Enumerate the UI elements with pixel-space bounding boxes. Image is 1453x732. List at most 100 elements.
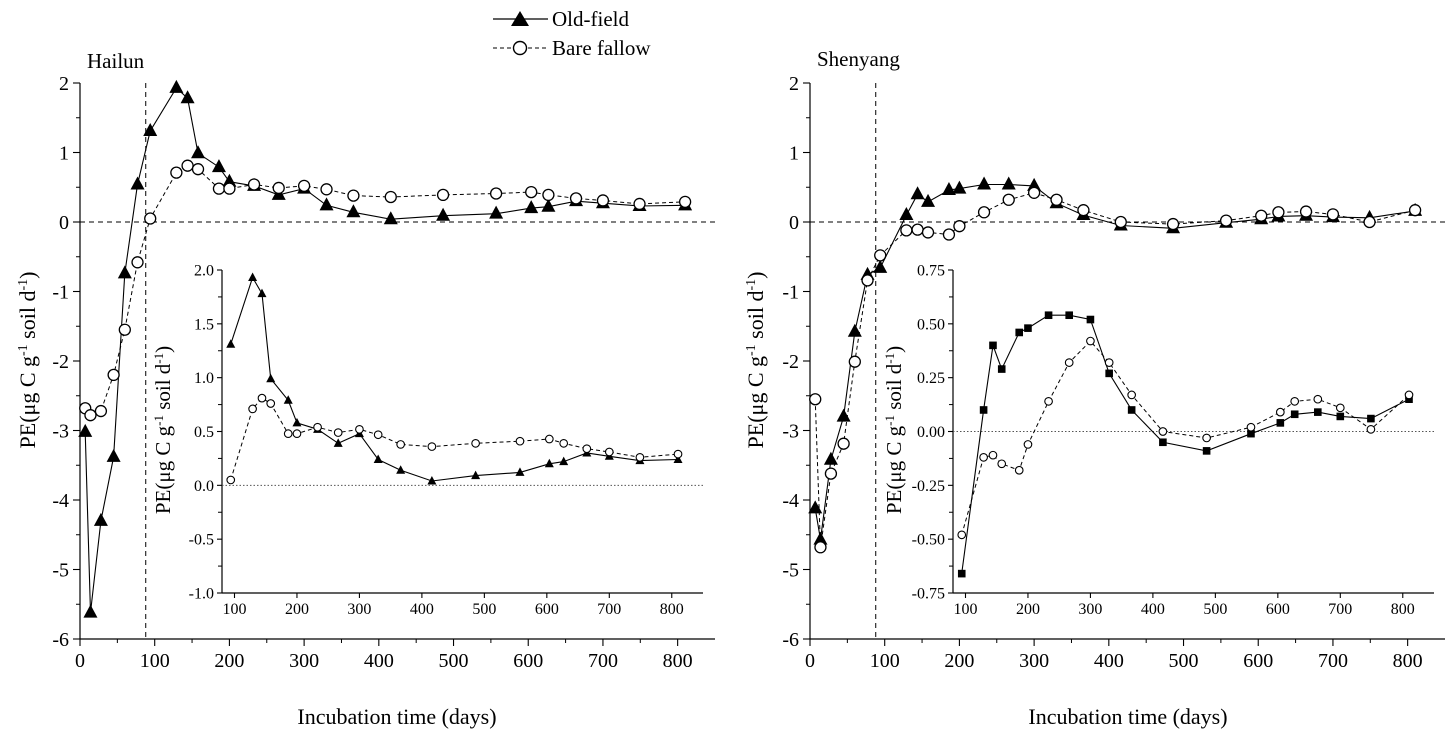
shenyang-point-bare-fallow (1166, 217, 1180, 231)
hailun-point-old-field (130, 176, 145, 190)
shenyang-point-old-field (823, 451, 838, 465)
shenyang-point-bare-fallow (1219, 214, 1233, 227)
inset-hailun-y-tick-label: 2.0 (194, 263, 214, 280)
inset-shenyang-x-tick-label: 300 (1078, 601, 1102, 618)
inset-hailun-point-bare-fallow (266, 399, 276, 408)
legend-entry-bare-fallow: Bare fallow (493, 36, 651, 60)
inset-shenyang: 100 200 300 400 500 600 700 800 -0.75 -0.50 -0.25 0… (908, 260, 1439, 618)
legend-entry-old-field: Old-field (493, 7, 629, 31)
hailun-point-bare-fallow (489, 187, 503, 200)
inset-shenyang-point-old-field (1024, 324, 1032, 332)
hailun-point-bare-fallow (191, 163, 205, 176)
inset-hailun-x-tick-label: 800 (660, 601, 684, 618)
hailun-point-bare-fallow (272, 181, 285, 195)
inset-hailun-point-bare-fallow (427, 442, 437, 451)
inset-shenyang-point-bare-fallow (1127, 390, 1137, 400)
panel-title-hailun: Hailun (87, 49, 145, 73)
shenyang-point-bare-fallow (942, 228, 956, 241)
inset-hailun-point-old-field (559, 456, 569, 466)
shenyang-point-bare-fallow (1077, 204, 1090, 217)
inset-shenyang-x-tick-label: 700 (1328, 601, 1352, 618)
inset-shenyang-y-tick-label: 0.25 (917, 370, 945, 387)
shenyang-point-old-field (847, 323, 862, 337)
inset-hailun-x-tick-label: 500 (472, 601, 496, 618)
inset-shenyang-point-old-field (957, 569, 966, 578)
shenyang-point-bare-fallow (1002, 193, 1015, 206)
inset-shenyang-point-old-field (1202, 447, 1211, 455)
inset-hailun-y-tick-label: 1.0 (194, 370, 214, 387)
inset-shenyang-point-bare-fallow (1158, 427, 1168, 436)
hailun-point-old-field (211, 159, 226, 173)
plot-shenyang: 0 100 200 300 400 500 600 700 800 -6 -5 -4 -3 -2 -1 0 1 2 (782, 73, 1445, 672)
shenyang-point-bare-fallow (921, 226, 935, 239)
hailun-point-old-field (83, 604, 98, 618)
shenyang-point-bare-fallow (1050, 193, 1063, 206)
inset-shenyang-point-bare-fallow (1404, 390, 1414, 400)
inset-hailun-point-old-field (257, 288, 267, 298)
inset-shenyang-y-tick-label: 0.50 (917, 316, 945, 333)
shenyang-point-bare-fallow (1299, 205, 1313, 218)
hailun-point-bare-fallow (678, 195, 692, 208)
shenyang-point-bare-fallow (809, 393, 822, 406)
shenyang-y-tick-label: -6 (782, 629, 799, 651)
hailun-x-tick-label: 500 (439, 650, 469, 672)
inset-shenyang-point-old-field (1086, 315, 1095, 324)
shenyang-y-tick-label: 0 (789, 212, 799, 234)
inset-y-axis-label-shenyang: PE(μg C g-1 soil d-1) (882, 346, 906, 514)
inset-y-axis-label-hailun: PE(μg C g-1 soil d-1) (151, 346, 175, 514)
shenyang-point-old-field (813, 531, 828, 545)
inset-shenyang-point-old-field (1127, 406, 1136, 414)
y-axis-label-shenyang: PE(μg C g-1 soil d-1) (743, 272, 768, 449)
shenyang-point-old-field (873, 259, 888, 273)
hailun-point-bare-fallow (569, 192, 583, 205)
hailun-point-bare-fallow (320, 183, 333, 196)
shenyang-y-tick-label: -2 (782, 351, 799, 373)
hailun-point-old-field (383, 211, 398, 225)
inset-shenyang-point-old-field (1367, 414, 1375, 423)
inset-shenyang-point-old-field (1247, 429, 1255, 438)
inset-shenyang-point-bare-fallow (957, 530, 967, 540)
inset-hailun-x-tick-label: 700 (597, 601, 621, 618)
inset-shenyang-point-bare-fallow (1044, 397, 1053, 406)
inset-shenyang-y-tick-label: 0.75 (917, 263, 945, 280)
legend: Old-field Bare fallow (493, 7, 651, 60)
hailun-point-old-field (489, 205, 504, 219)
hailun-point-old-field (319, 197, 334, 211)
hailun-y-tick-label: 1 (59, 143, 69, 165)
inset-shenyang-point-bare-fallow (1313, 394, 1323, 404)
inset-shenyang-x-tick-label: 800 (1391, 601, 1415, 618)
inset-hailun-point-old-field (471, 470, 481, 480)
legend-marker-circle (512, 40, 528, 56)
shenyang-point-bare-fallow (911, 223, 924, 236)
hailun-point-bare-fallow (436, 188, 450, 202)
shenyang-point-old-field (952, 180, 967, 194)
shenyang-point-old-field (899, 207, 914, 221)
inset-shenyang-point-bare-fallow (1366, 424, 1376, 434)
inset-hailun-y-tick-label: -1.0 (189, 586, 214, 603)
inset-hailun-point-bare-fallow (635, 452, 645, 462)
hailun-point-bare-fallow (107, 368, 120, 382)
shenyang-point-bare-fallow (824, 467, 838, 480)
inset-hailun-point-old-field (248, 272, 258, 282)
hailun-point-old-field (541, 198, 556, 212)
hailun-x-tick-label: 300 (289, 650, 319, 672)
shenyang-x-tick-label: 600 (1243, 650, 1273, 672)
inset-hailun-point-old-field (266, 373, 276, 383)
inset-hailun-point-bare-fallow (283, 429, 293, 439)
shenyang-point-bare-fallow (874, 249, 887, 262)
legend-label-old-field: Old-field (552, 7, 629, 31)
inset-hailun-x-tick-label: 200 (285, 601, 309, 618)
shenyang-point-old-field (977, 176, 992, 190)
hailun-point-bare-fallow (144, 212, 157, 225)
shenyang-y-tick-label: -4 (782, 490, 799, 512)
hailun-point-bare-fallow (181, 159, 194, 172)
hailun-point-bare-fallow (84, 409, 97, 422)
inset-hailun-point-bare-fallow (292, 429, 302, 439)
shenyang-point-bare-fallow (837, 437, 850, 450)
shenyang-x-tick-label: 300 (1019, 650, 1049, 672)
inset-hailun-point-old-field (292, 417, 302, 427)
inset-hailun-point-bare-fallow (471, 438, 480, 448)
shenyang-y-tick-label: 1 (789, 143, 799, 165)
shenyang-y-tick-label: -5 (782, 560, 799, 582)
hailun-point-old-field (436, 207, 451, 221)
